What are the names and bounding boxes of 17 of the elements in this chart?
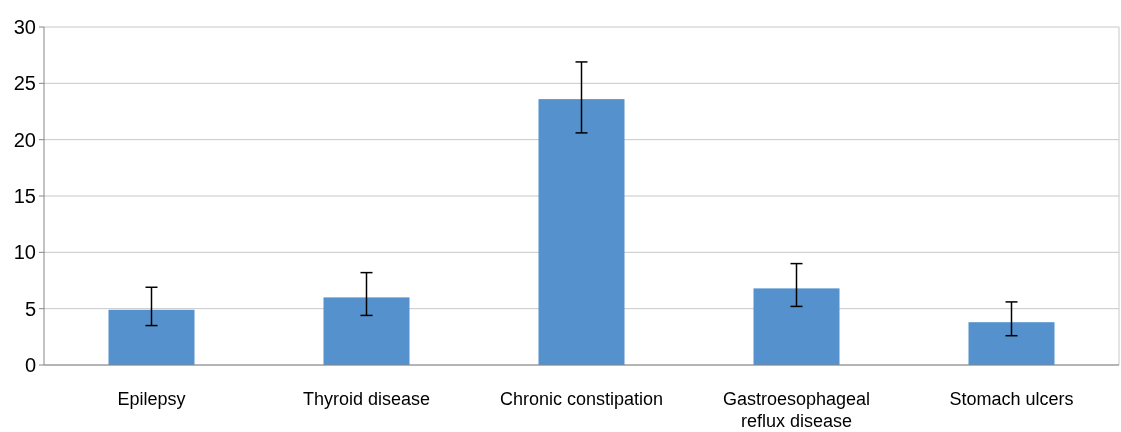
y-tick-label: 5	[24, 297, 36, 320]
y-tick-label: 25	[13, 72, 36, 95]
y-tick-label: 10	[13, 241, 36, 264]
y-tick-label: 30	[13, 16, 36, 38]
y-tick-label: 0	[24, 354, 36, 376]
y-tick-label: 15	[13, 185, 36, 207]
x-tick-label: Gastroesophageal reflux disease	[722, 389, 871, 431]
x-tick-label: Thyroid disease	[302, 389, 431, 409]
bar	[753, 288, 840, 365]
x-tick-label: Epilepsy	[117, 389, 186, 409]
bar	[538, 99, 625, 365]
y-tick-label: 20	[13, 128, 36, 151]
x-tick-label: Chronic constipation	[499, 389, 664, 409]
x-tick-label: Stomach ulcers	[949, 389, 1074, 409]
bar	[108, 309, 195, 365]
bar	[323, 297, 410, 365]
bar	[968, 322, 1055, 365]
